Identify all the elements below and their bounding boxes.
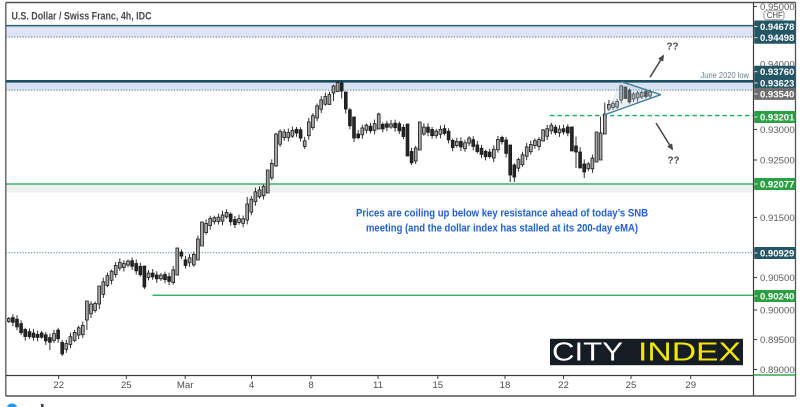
svg-text:0.93760: 0.93760 [760,67,794,78]
svg-text:??: ?? [668,156,680,167]
svg-text:U.S. Dollar / Swiss Franc, 4h,: U.S. Dollar / Swiss Franc, 4h, IDC [12,11,152,23]
svg-text:0.90000: 0.90000 [760,305,795,316]
svg-text:Prices are coiling up below ke: Prices are coiling up below key resistan… [356,207,648,219]
svg-text:18: 18 [500,380,511,391]
svg-text:meeting (and the dollar index: meeting (and the dollar index has stalle… [366,222,638,234]
svg-text:CITY: CITY [552,337,623,367]
svg-text:0.94498: 0.94498 [760,33,794,44]
svg-text:INDEX: INDEX [638,337,741,367]
svg-text:??: ?? [667,41,679,52]
svg-text:CHF: CHF [767,11,783,20]
svg-text:June 2020 low: June 2020 low [701,70,750,80]
svg-text:0.89000: 0.89000 [760,365,795,376]
svg-text:22: 22 [558,380,569,391]
svg-text:0.89500: 0.89500 [760,335,795,346]
svg-text:0.91500: 0.91500 [760,213,795,224]
svg-text:0.93540: 0.93540 [760,89,794,100]
svg-text:0.92077: 0.92077 [760,180,794,191]
svg-text:0.93000: 0.93000 [760,125,795,136]
svg-text:15: 15 [432,380,443,391]
svg-text:0.93623: 0.93623 [760,79,794,90]
svg-text:0.90929: 0.90929 [760,249,794,260]
svg-text:4: 4 [249,380,255,391]
svg-text:0.93201: 0.93201 [760,113,795,124]
svg-text:0.90500: 0.90500 [760,273,795,284]
svg-text:0.94000: 0.94000 [760,60,795,71]
svg-text:Mar: Mar [177,380,194,391]
svg-text:8: 8 [308,380,313,391]
svg-text:0.95000: 0.95000 [760,2,795,13]
svg-text:0.94678: 0.94678 [760,22,794,33]
svg-text:0.92500: 0.92500 [760,155,795,166]
svg-text:25: 25 [626,380,637,391]
svg-text:29: 29 [685,380,696,391]
svg-text:11: 11 [373,380,383,391]
svg-text:0.90240: 0.90240 [760,292,794,303]
svg-text:22: 22 [53,380,64,391]
svg-text:25: 25 [121,380,132,391]
